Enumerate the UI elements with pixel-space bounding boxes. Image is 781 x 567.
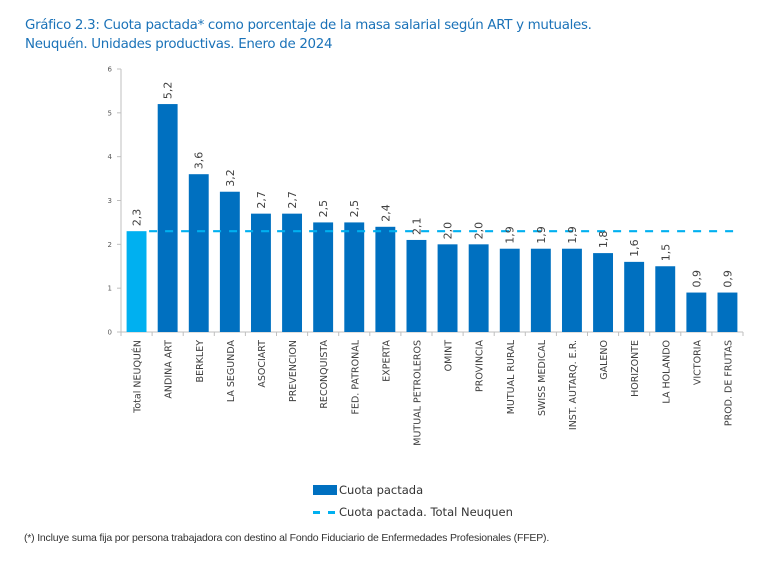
legend-item-line: Cuota pactada. Total Neuquen	[313, 502, 513, 522]
category-label: PROVINCIA	[475, 340, 486, 392]
data-label: 2,4	[379, 204, 392, 222]
category-label: ANDINA ART	[164, 340, 175, 399]
legend-dashed-line-icon	[313, 507, 339, 517]
bar-galeno	[593, 253, 614, 332]
bar-experta	[375, 226, 396, 332]
y-axis: 0 1 2 3 4 5 6	[108, 66, 122, 337]
data-label: 1,9	[504, 226, 517, 244]
chart-title-line-2: Neuquén. Unidades productivas. Enero de …	[25, 36, 333, 52]
data-label: 2,0	[442, 222, 455, 240]
bar-reconquista	[313, 222, 334, 332]
category-label: MUTUAL PETROLEROS	[412, 340, 423, 446]
category-label: RECONQUISTA	[319, 340, 330, 409]
bar-asociart	[250, 213, 271, 332]
data-label: 2,3	[131, 209, 144, 227]
bar-mutual-petroleros	[406, 239, 427, 332]
category-label: MUTUAL RURAL	[506, 339, 517, 414]
category-label: SWISS MEDICAL	[537, 339, 548, 416]
bar-horizonte	[624, 261, 645, 332]
bar-prevencion	[282, 213, 303, 332]
data-label: 2,7	[255, 191, 268, 209]
data-label: 1,9	[535, 226, 548, 244]
chart-title-line-1: Gráfico 2.3: Cuota pactada* como porcent…	[25, 18, 592, 33]
data-label: 2,1	[410, 217, 423, 235]
data-label: 2,5	[317, 200, 330, 218]
data-label: 0,9	[721, 270, 734, 288]
y-tick-label: 1	[108, 285, 112, 293]
y-tick-label: 2	[108, 241, 112, 249]
category-label: PROD. DE FRUTAS	[723, 340, 734, 426]
data-label: 5,2	[162, 82, 175, 100]
data-label: 1,5	[659, 244, 672, 262]
bar-total-neuqu-n	[126, 231, 147, 332]
bar-mutual-rural	[499, 248, 520, 332]
category-label: GALENO	[599, 340, 610, 380]
data-label: 2,5	[348, 200, 361, 218]
data-label: 1,9	[566, 226, 579, 244]
y-tick-label: 4	[108, 153, 113, 161]
bar-la-segunda	[219, 191, 240, 332]
chart-title: Gráfico 2.3: Cuota pactada* como porcent…	[25, 17, 592, 54]
bar-la-holando	[655, 266, 676, 332]
category-label: FED. PATRONAL	[350, 339, 361, 414]
bars	[126, 104, 738, 332]
x-axis	[120, 331, 744, 336]
legend: Cuota pactada Cuota pactada. Total Neuqu…	[313, 480, 513, 524]
data-label: 2,7	[286, 191, 299, 209]
category-label: INST. AUTARQ. E.R.	[568, 340, 579, 430]
y-tick-label: 6	[108, 66, 113, 74]
legend-bar-swatch-icon	[313, 485, 337, 495]
data-label: 2,0	[473, 222, 486, 240]
category-label: PREVENCION	[288, 340, 299, 402]
bar-inst-autarq-e-r-	[561, 248, 582, 332]
data-label: 1,8	[597, 231, 610, 249]
category-label: LA SEGUNDA	[226, 340, 237, 403]
category-label: OMINT	[444, 340, 455, 372]
category-label: LA HOLANDO	[661, 340, 672, 404]
footnote: (*) Incluye suma fija por persona trabaj…	[24, 532, 550, 544]
data-label: 1,6	[628, 239, 641, 257]
bar-fed-patronal	[344, 222, 365, 332]
y-tick-label: 0	[108, 329, 112, 337]
category-label: BERKLEY	[195, 340, 206, 383]
bar-victoria	[686, 292, 707, 332]
legend-label-line: Cuota pactada. Total Neuquen	[339, 505, 513, 519]
category-label: ASOCIART	[257, 340, 268, 388]
data-label: 0,9	[690, 270, 703, 288]
category-label: Total NEUQUÉN	[132, 340, 144, 414]
bar-andina-art	[157, 104, 178, 332]
y-tick-label: 3	[108, 197, 112, 205]
category-label: VICTORIA	[692, 340, 703, 386]
bar-berkley	[188, 174, 209, 332]
data-label: 3,2	[224, 169, 237, 187]
category-labels: Total NEUQUÉN ANDINA ART BERKLEY LA SEGUNDA…	[132, 339, 735, 445]
data-labels: 2,3 5,2 3,6 3,2 2,7 2,7 2,5 2,5 2,4 2,1 2,0 2,0 1,9 1…	[131, 82, 735, 288]
y-tick-label: 5	[108, 109, 112, 117]
bar-omint	[437, 244, 458, 332]
category-label: HORIZONTE	[630, 340, 641, 397]
legend-item-bars: Cuota pactada	[313, 480, 513, 500]
category-label: EXPERTA	[381, 340, 392, 382]
bar-provincia	[468, 244, 489, 332]
bar-swiss-medical	[530, 248, 551, 332]
bar-prod-de-frutas	[717, 292, 738, 332]
data-label: 3,6	[193, 152, 206, 170]
legend-label-bars: Cuota pactada	[339, 483, 424, 497]
